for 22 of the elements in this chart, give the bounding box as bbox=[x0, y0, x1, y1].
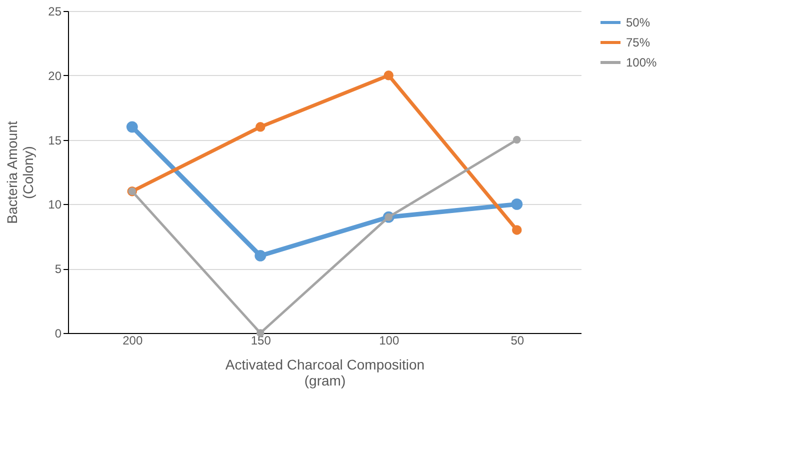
x-axis-title: Activated Charcoal Composition (gram) bbox=[225, 356, 425, 388]
y-tick-label: 10 bbox=[48, 198, 62, 212]
x-tick-label: 150 bbox=[250, 334, 272, 348]
y-tick-label: 0 bbox=[54, 326, 62, 340]
point bbox=[254, 250, 266, 262]
x-tick-label: 200 bbox=[122, 334, 143, 348]
legend-label: 75% bbox=[626, 36, 650, 50]
y-axis-title: Bacteria Amount (Colony) bbox=[4, 121, 36, 224]
y-tick-label: 15 bbox=[48, 133, 62, 148]
point bbox=[384, 70, 394, 80]
legend-label: 100% bbox=[626, 56, 658, 70]
point bbox=[511, 198, 523, 210]
legend-label: 50% bbox=[626, 16, 650, 30]
point bbox=[513, 136, 521, 144]
point bbox=[512, 225, 522, 235]
x-tick-label: 100 bbox=[379, 334, 400, 348]
y-tick-label: 25 bbox=[48, 4, 62, 18]
y-tick-label: 20 bbox=[48, 68, 62, 83]
y-tick-label: 5 bbox=[54, 262, 62, 276]
point bbox=[126, 121, 138, 133]
point bbox=[256, 122, 266, 132]
x-tick-label: 50 bbox=[510, 334, 524, 348]
